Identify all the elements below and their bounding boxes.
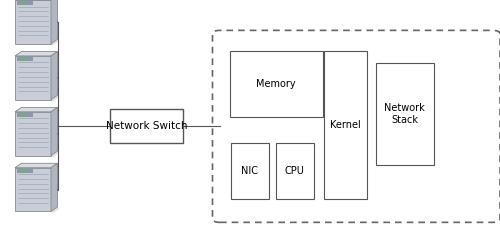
Polygon shape	[15, 163, 58, 168]
Bar	[230, 51, 322, 117]
FancyBboxPatch shape	[212, 30, 500, 222]
Bar	[110, 109, 182, 143]
Polygon shape	[51, 95, 60, 102]
Bar	[17, 1, 33, 5]
Bar	[22, 115, 25, 117]
Bar	[17, 113, 33, 117]
Bar	[22, 171, 25, 173]
Polygon shape	[15, 112, 51, 156]
Bar	[324, 51, 366, 199]
Polygon shape	[51, 151, 60, 157]
Polygon shape	[51, 39, 60, 46]
Bar	[376, 63, 434, 165]
Polygon shape	[15, 107, 58, 112]
Polygon shape	[15, 0, 51, 44]
Text: CPU: CPU	[285, 166, 304, 176]
Polygon shape	[51, 0, 58, 44]
Polygon shape	[15, 168, 51, 211]
Text: Kernel: Kernel	[330, 120, 360, 130]
Bar	[22, 59, 25, 61]
Text: Memory: Memory	[256, 79, 296, 89]
Bar	[22, 3, 25, 5]
Text: Network
Stack: Network Stack	[384, 104, 425, 125]
Bar	[17, 169, 33, 173]
Text: Network Switch: Network Switch	[106, 121, 187, 131]
Text: NIC: NIC	[241, 166, 258, 176]
Polygon shape	[15, 56, 51, 100]
Polygon shape	[51, 207, 60, 213]
Polygon shape	[51, 52, 58, 100]
Polygon shape	[51, 107, 58, 156]
Polygon shape	[15, 52, 58, 56]
Bar	[231, 143, 268, 199]
Bar	[276, 143, 314, 199]
Bar	[17, 57, 33, 61]
Polygon shape	[51, 163, 58, 211]
